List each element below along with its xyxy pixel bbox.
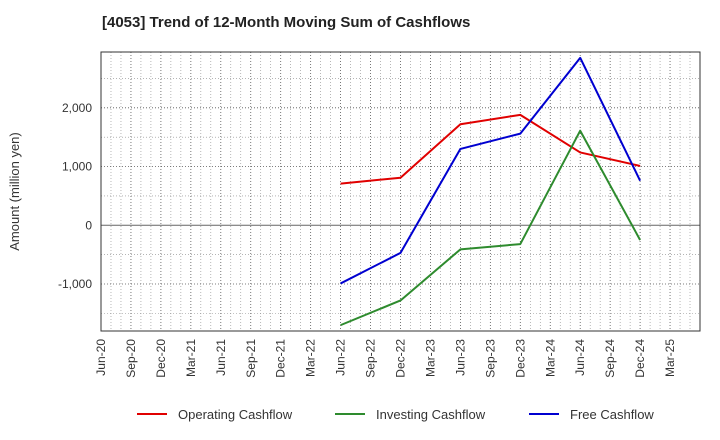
x-tick-label: Mar-25 (663, 339, 677, 377)
x-tick-label: Mar-23 (423, 339, 437, 377)
x-tick-label: Sep-22 (364, 339, 378, 378)
chart-title: [4053] Trend of 12-Month Moving Sum of C… (102, 14, 471, 31)
x-tick-label: Jun-24 (573, 339, 587, 376)
x-tick-label: Dec-21 (274, 339, 288, 378)
x-tick-label: Dec-23 (513, 339, 527, 378)
y-axis-title: Amount (million yen) (7, 132, 22, 251)
x-tick-label: Jun-22 (334, 339, 348, 376)
y-tick-label: -1,000 (58, 277, 92, 291)
series-line (340, 129, 641, 327)
x-tick-label: Mar-21 (184, 339, 198, 377)
series-line (340, 113, 641, 185)
plot-frame (100, 51, 701, 332)
x-tick-label: Mar-24 (543, 339, 557, 377)
x-tick-label: Jun-21 (214, 339, 228, 376)
x-tick-label: Dec-24 (633, 339, 647, 378)
y-tick-label: 0 (85, 218, 92, 232)
x-tick-label: Dec-22 (394, 339, 408, 378)
legend-label: Free Cashflow (570, 407, 654, 422)
x-tick-label: Sep-23 (483, 339, 497, 378)
series-line (340, 56, 641, 285)
x-tick-label: Jun-20 (94, 339, 108, 376)
y-tick-label: 2,000 (62, 101, 92, 115)
x-tick-label: Jun-23 (453, 339, 467, 376)
legend-label: Investing Cashflow (376, 407, 486, 422)
x-tick-label: Sep-21 (244, 339, 258, 378)
legend-label: Operating Cashflow (178, 407, 293, 422)
x-tick-label: Mar-22 (304, 339, 318, 377)
x-tick-label: Dec-20 (154, 339, 168, 378)
x-tick-label: Sep-20 (124, 339, 138, 378)
y-tick-label: 1,000 (62, 160, 92, 174)
x-tick-label: Sep-24 (603, 339, 617, 378)
